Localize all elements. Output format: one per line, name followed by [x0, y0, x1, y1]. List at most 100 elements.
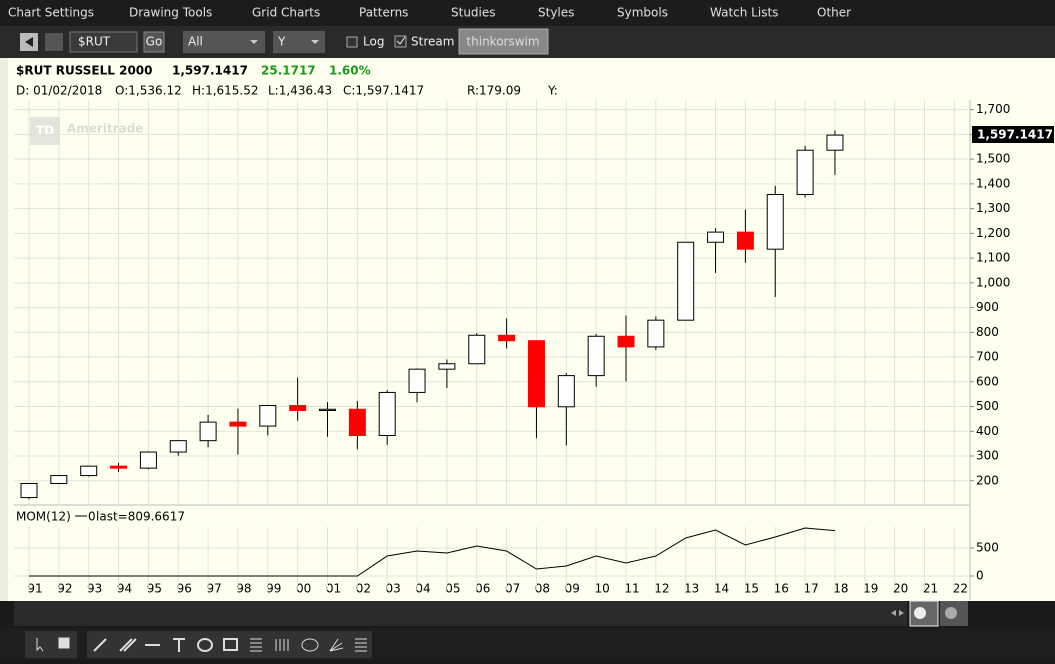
list-tool[interactable] — [355, 638, 367, 652]
candle-body — [50, 475, 68, 484]
ellipse-tool[interactable] — [197, 638, 213, 652]
symbol: $RUT — [78, 35, 111, 49]
candle-body — [617, 335, 635, 348]
channel-tool[interactable] — [119, 638, 137, 652]
watermark-logo-box — [30, 117, 60, 145]
menu-item[interactable]: Chart Settings — [8, 6, 94, 20]
interval: Y — [277, 35, 286, 49]
log-checkbox[interactable] — [346, 36, 358, 48]
y-tick-label: 1,200 — [976, 226, 1010, 240]
candle-body — [557, 375, 575, 408]
y-tick-label: 1,000 — [976, 275, 1010, 289]
x-tick-label: 07 — [505, 582, 520, 596]
menu-item[interactable]: Watch Lists — [710, 6, 778, 20]
candle-body — [259, 405, 277, 427]
y-tick-label: 1,700 — [976, 102, 1010, 116]
menu-item[interactable]: Studies — [451, 6, 496, 20]
menu-item[interactable]: Other — [817, 6, 851, 20]
tool-group — [87, 631, 372, 658]
symbol-input[interactable] — [69, 31, 138, 53]
x-tick-label: 10 — [595, 582, 610, 596]
y-tick-label: 1,300 — [976, 201, 1010, 215]
fan-tool[interactable] — [329, 638, 344, 652]
icon — [396, 36, 406, 45]
fib-tool[interactable] — [250, 638, 262, 652]
stream-checkbox[interactable] — [394, 35, 407, 48]
x-tick-label: 18 — [833, 582, 848, 596]
icon — [25, 37, 33, 47]
x-tick-label: 03 — [386, 582, 401, 596]
candle-body — [80, 465, 98, 477]
scrollbar[interactable] — [14, 601, 907, 626]
x-tick-label: 20 — [893, 582, 908, 596]
menu: Chart Settings Drawing Tools Grid Charts Pa… — [8, 6, 851, 20]
candle-body — [378, 391, 396, 436]
x-tick-label: 12 — [654, 582, 669, 596]
icon — [945, 607, 957, 619]
x-tick-label: 08 — [535, 582, 550, 596]
stream: Stream — [411, 35, 454, 49]
x-tick-label: 21 — [923, 582, 938, 596]
menu-item[interactable]: Drawing Tools — [129, 6, 212, 20]
study-value: 0 — [88, 510, 96, 524]
candle-body — [796, 149, 814, 196]
brand-button[interactable] — [458, 28, 549, 55]
menu-item[interactable]: Symbols — [617, 6, 668, 20]
go: Go — [146, 35, 163, 49]
y-tick-label: 1,400 — [976, 176, 1010, 190]
candle-body — [736, 231, 754, 250]
candle-body — [229, 421, 247, 427]
menu-item[interactable]: Patterns — [359, 6, 408, 20]
y-tick-label: 400 — [976, 424, 999, 438]
line-tool[interactable] — [93, 638, 107, 652]
y-tick-label: 1,100 — [976, 251, 1010, 265]
header-last: 1,597.1417 — [172, 64, 248, 78]
text-tool[interactable] — [173, 638, 185, 652]
rect-tool[interactable] — [223, 638, 238, 651]
x-tick-label: 11 — [624, 582, 639, 596]
header-y: Y: — [547, 84, 558, 98]
x-tick-label: 04 — [415, 582, 430, 596]
forward-button[interactable] — [45, 33, 63, 51]
go-button[interactable] — [143, 31, 165, 53]
header-open: O:1,536.12 — [115, 84, 182, 98]
y-tick-label: 900 — [976, 300, 999, 314]
interval-select[interactable] — [273, 31, 325, 53]
header-date: D: 01/02/2018 — [16, 84, 102, 98]
header-high: H:1,615.52 — [192, 84, 259, 98]
candle-body — [498, 334, 516, 342]
candle-body — [169, 440, 187, 453]
candle-body — [677, 241, 695, 321]
header-range: R:179.09 — [467, 84, 521, 98]
menu-item[interactable]: Styles — [538, 6, 574, 20]
chart-area — [0, 58, 1055, 601]
x-tick-label: 97 — [206, 582, 221, 596]
x-tick-label: 91 — [27, 582, 42, 596]
x-tick-label: 19 — [863, 582, 878, 596]
y-tick-label: 800 — [976, 325, 999, 339]
header-change: 25.1717 — [261, 64, 316, 78]
watermark: Ameritrade — [67, 122, 143, 136]
y-tick-label: 500 — [976, 399, 999, 413]
header-change-pct: 1.60% — [329, 64, 371, 78]
drawing-tools — [25, 631, 372, 658]
candle-body — [826, 134, 844, 151]
header-close: C:1,597.1417 — [343, 84, 424, 98]
momentum-line — [29, 527, 835, 577]
y-tick-label: 600 — [976, 374, 999, 388]
candle-body — [766, 194, 784, 250]
menu-item[interactable]: Grid Charts — [252, 6, 320, 20]
icon — [250, 40, 258, 44]
gann-tool[interactable] — [301, 638, 319, 652]
select-tool[interactable] — [58, 637, 70, 649]
x-tick-label: 94 — [117, 582, 132, 596]
x-tick-label: 00 — [296, 582, 311, 596]
x-tick-label: 06 — [475, 582, 490, 596]
brand: thinkorswim — [466, 35, 539, 49]
range-select[interactable] — [183, 31, 265, 53]
cursor-tool[interactable] — [36, 638, 44, 652]
price-label: 1,597.1417 — [977, 128, 1053, 142]
time-tool[interactable] — [275, 639, 289, 651]
x-tick-label: 16 — [774, 582, 789, 596]
x-tick-label: 17 — [803, 582, 818, 596]
